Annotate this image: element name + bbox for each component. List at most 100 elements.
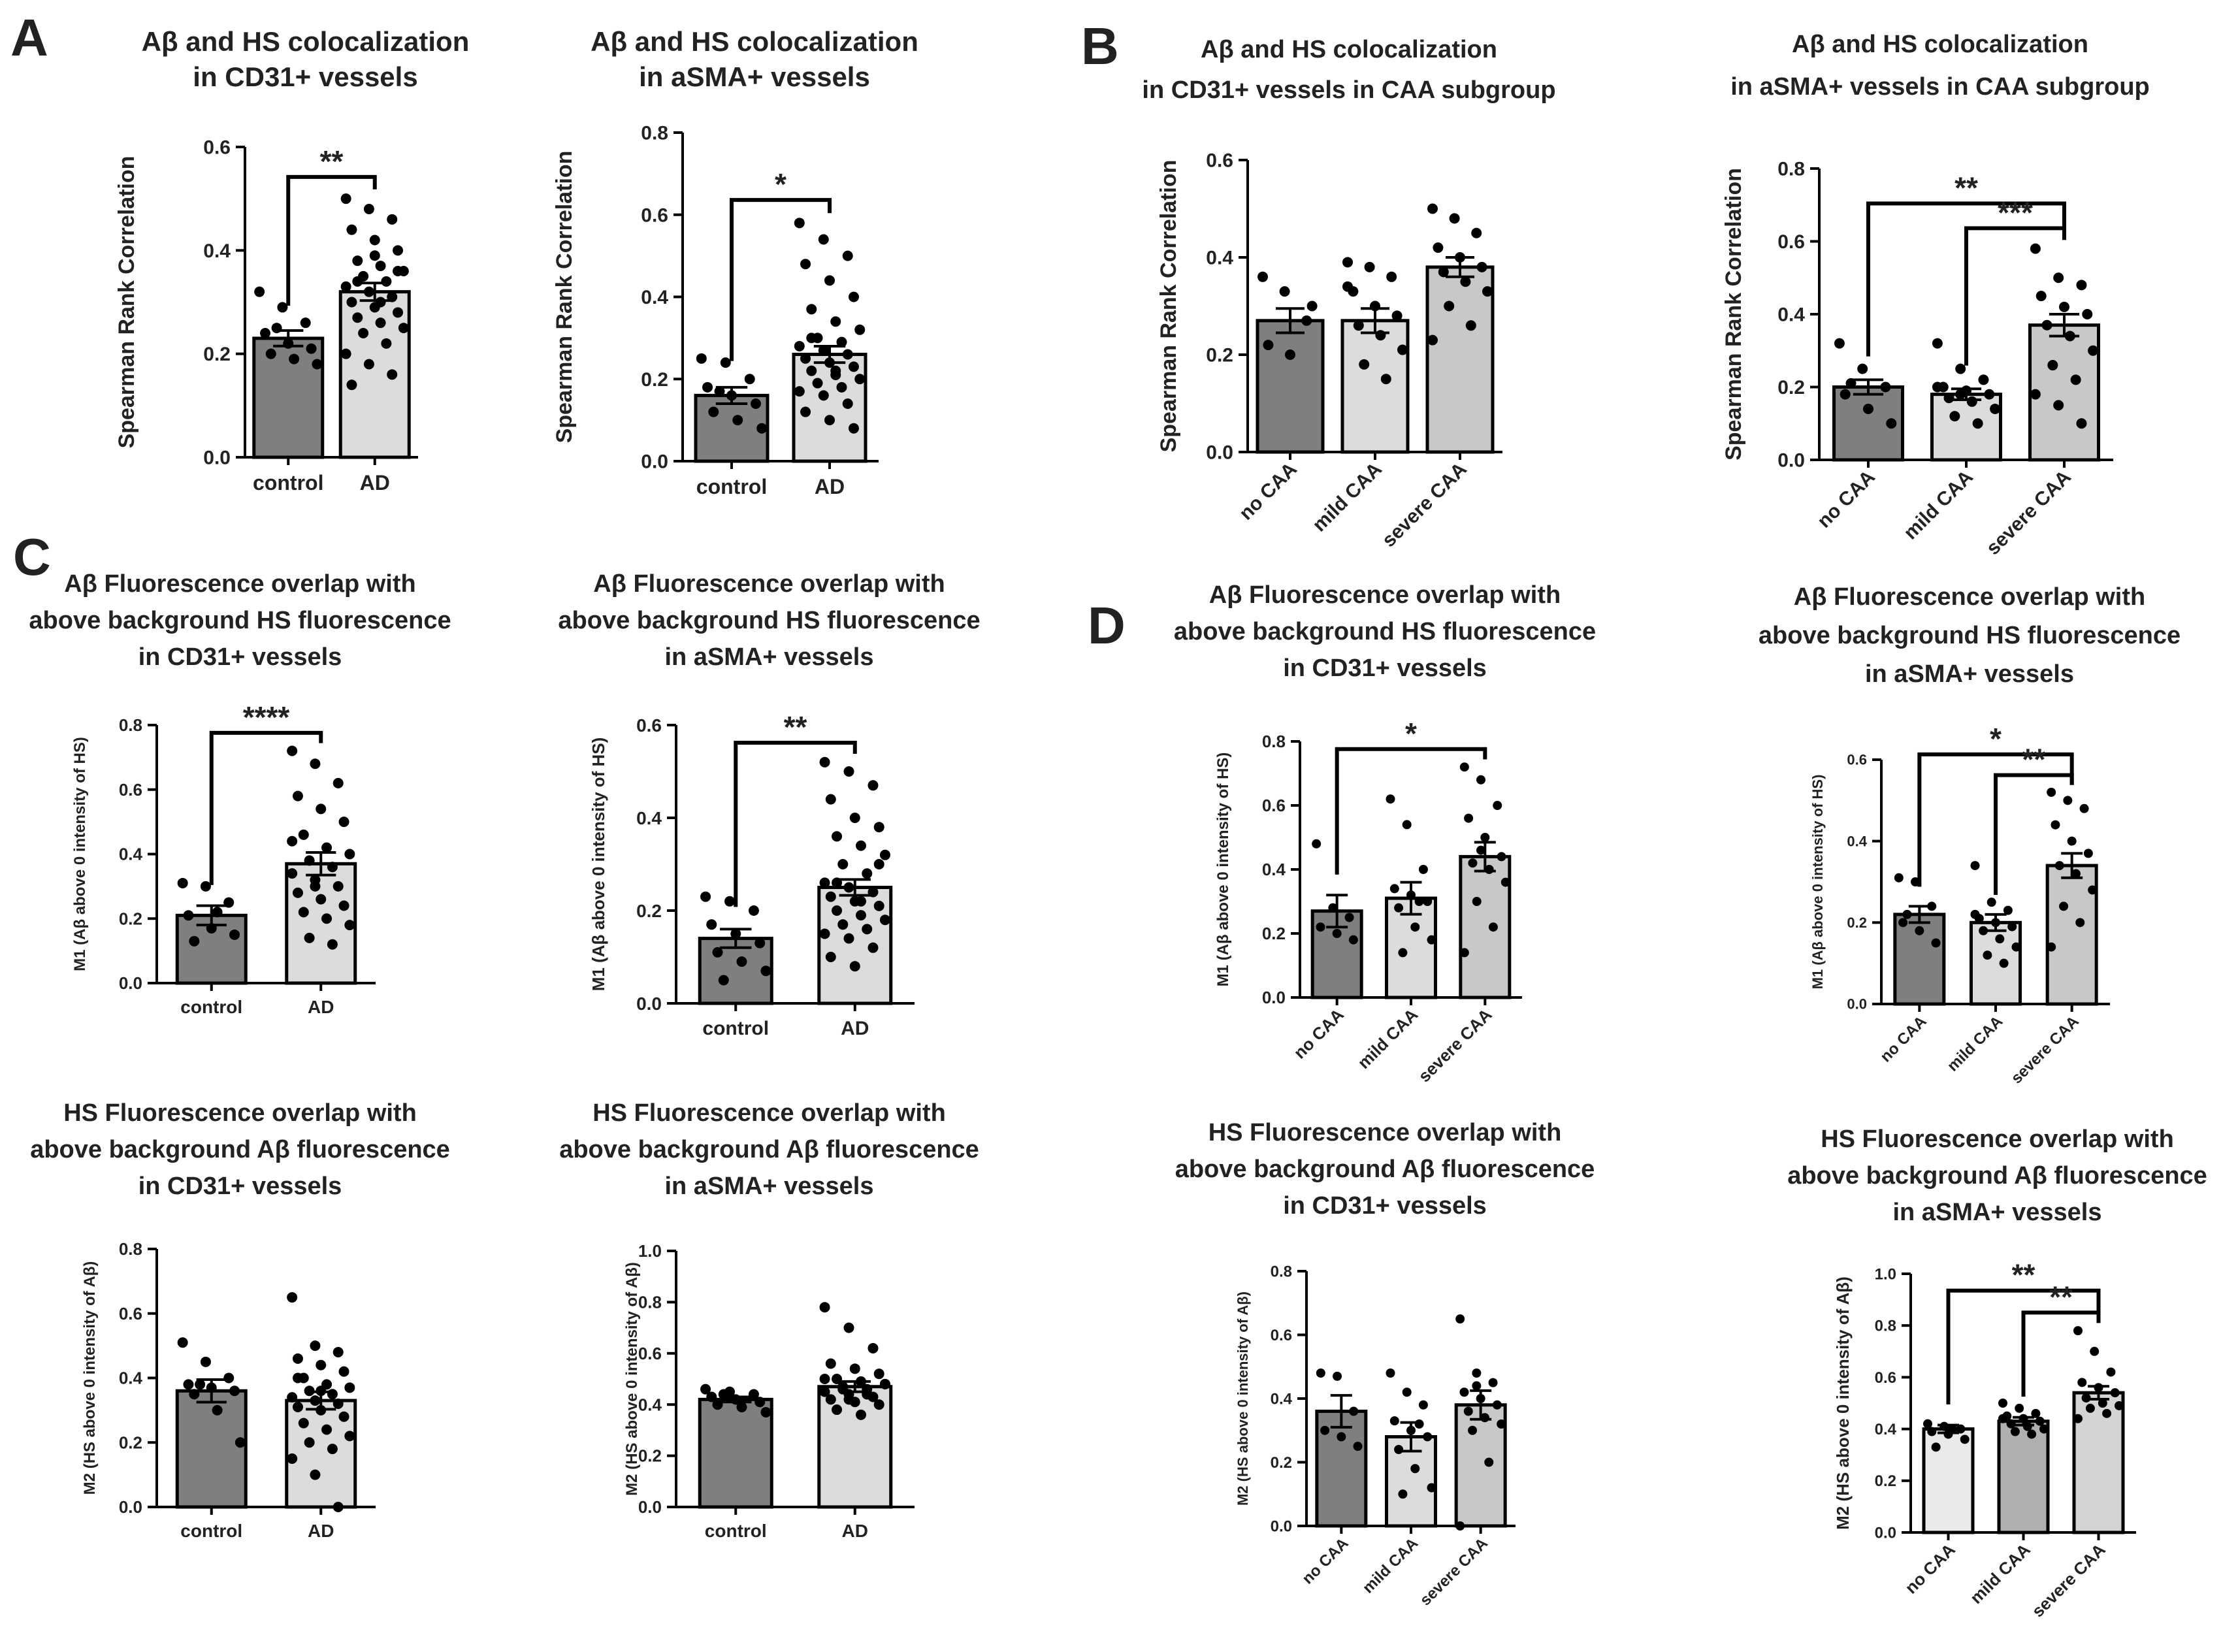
data-point xyxy=(2015,1403,2024,1413)
data-point xyxy=(316,1385,327,1397)
data-point xyxy=(819,1386,830,1397)
data-point xyxy=(1279,286,1290,297)
chart-title-line: in CD31+ vessels xyxy=(138,643,342,671)
data-point xyxy=(1316,922,1325,932)
data-point xyxy=(1418,865,1428,874)
data-point xyxy=(1353,1442,1363,1451)
significance-bracket xyxy=(209,730,323,885)
data-point xyxy=(2102,1408,2112,1418)
data-point xyxy=(1444,300,1455,312)
category-label: mild CAA xyxy=(1359,1534,1421,1596)
data-point xyxy=(223,897,235,908)
data-point xyxy=(832,831,843,842)
data-point xyxy=(321,913,332,924)
y-tick-label: 0.4 xyxy=(119,1369,143,1388)
data-point xyxy=(310,1340,321,1352)
chart-c1: Aβ Fluorescence overlap with above backgr… xyxy=(29,570,451,1017)
data-point xyxy=(2083,849,2093,858)
significance-bracket xyxy=(1994,773,2074,895)
data-point xyxy=(1386,1369,1395,1378)
data-point xyxy=(730,928,741,939)
data-point xyxy=(1375,330,1386,341)
data-point xyxy=(2106,1367,2116,1377)
data-point xyxy=(2027,1429,2037,1439)
y-tick-label: 0.6 xyxy=(641,204,668,226)
data-point xyxy=(1460,276,1471,287)
data-point xyxy=(825,891,836,902)
y-tick-label: 0.8 xyxy=(1271,1263,1292,1280)
data-point xyxy=(177,877,188,888)
data-point xyxy=(1493,801,1502,810)
significance-bracket xyxy=(730,198,832,361)
data-point xyxy=(1863,403,1873,414)
data-point xyxy=(1427,203,1438,214)
chart-d4: HS Fluorescence overlap with above backgr… xyxy=(1787,1126,2207,1621)
data-point xyxy=(2053,400,2064,411)
data-point xyxy=(1333,1371,1342,1381)
data-point xyxy=(1840,389,1851,400)
data-point xyxy=(332,1399,344,1409)
data-point xyxy=(842,349,853,360)
data-point xyxy=(2110,1388,2120,1398)
bar-2 xyxy=(2072,1391,2125,1534)
data-point xyxy=(1931,1442,1941,1452)
y-tick-label: 0.8 xyxy=(1262,732,1286,751)
data-point xyxy=(292,1372,303,1384)
data-point xyxy=(854,324,866,335)
data-point xyxy=(1947,1424,1957,1434)
y-axis-label: Spearman Rank Correlation xyxy=(552,151,577,444)
chart-title-line: above background Aβ fluorescence xyxy=(1787,1162,2207,1190)
data-point xyxy=(1465,320,1476,331)
chart-title-line: above background HS fluorescence xyxy=(558,607,980,634)
data-point xyxy=(724,896,736,907)
chart-d2: Aβ Fluorescence overlap with above backgr… xyxy=(1759,583,2181,1088)
data-point xyxy=(873,822,884,833)
category-label: AD xyxy=(815,475,845,498)
data-point xyxy=(1476,775,1486,785)
y-tick-label: 0.0 xyxy=(119,973,142,993)
y-tick-label: 0.6 xyxy=(1847,752,1867,768)
category-label: mild CAA xyxy=(1900,466,1977,544)
data-point xyxy=(1999,958,2009,968)
data-point xyxy=(794,340,805,351)
data-point xyxy=(825,1358,836,1369)
y-tick-label: 0.4 xyxy=(1847,833,1867,849)
data-point xyxy=(310,1469,321,1480)
y-tick-label: 0.6 xyxy=(203,137,231,159)
data-point xyxy=(2115,1401,2124,1410)
data-point xyxy=(2063,796,2073,805)
chart-title-line: in CD31+ vessels in CAA subgroup xyxy=(1142,76,1555,104)
category-label: AD xyxy=(308,997,334,1017)
data-point xyxy=(1991,918,2000,928)
category-label: severe CAA xyxy=(1417,1534,1491,1609)
panel-label-c: C xyxy=(13,528,51,586)
data-point xyxy=(1427,334,1438,346)
significance-label: **** xyxy=(243,700,290,734)
panel-label-a: A xyxy=(10,8,48,67)
data-point xyxy=(2090,1346,2100,1356)
y-tick-label: 0.2 xyxy=(638,1446,662,1466)
significance-bracket xyxy=(286,174,377,306)
data-point xyxy=(1956,1424,1966,1434)
data-point xyxy=(832,905,843,916)
data-point xyxy=(212,1404,223,1416)
data-point xyxy=(849,813,860,823)
data-point xyxy=(1476,845,1486,855)
data-point xyxy=(265,348,276,359)
data-point xyxy=(736,956,747,967)
bar-2 xyxy=(1425,265,1495,454)
y-tick-label: 0.0 xyxy=(1777,450,1805,472)
category-label: control xyxy=(702,1018,769,1039)
y-tick-label: 1.0 xyxy=(1875,1265,1896,1283)
data-point xyxy=(1932,381,1943,393)
data-point xyxy=(287,1392,298,1403)
data-point xyxy=(1348,935,1358,945)
category-label: mild CAA xyxy=(1944,1012,2006,1075)
y-tick-label: 0.6 xyxy=(1262,796,1286,815)
category-label: no CAA xyxy=(1813,466,1879,532)
data-point xyxy=(1970,909,1980,919)
data-point xyxy=(800,406,811,417)
data-point xyxy=(818,390,829,401)
data-point xyxy=(1983,950,1992,960)
data-point xyxy=(873,859,884,869)
